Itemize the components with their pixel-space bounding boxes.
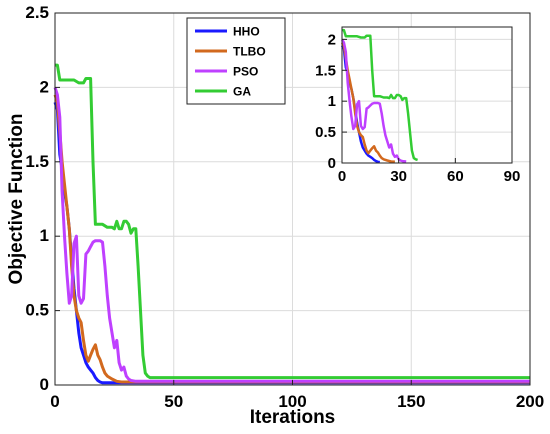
main-line-pso [53,86,530,383]
main-ytick-label-4: 2 [40,77,49,96]
inset-line-ga [342,28,418,162]
legend-label-pso: PSO [233,65,258,79]
inset-ytick-label-0: 0 [328,155,336,172]
inset-plot: 0 30 60 90 0 0.5 1 1.5 2 [315,26,521,185]
main-ytick-label-3: 1.5 [25,152,49,171]
inset-xtick-label-0: 0 [338,168,346,185]
inset-ytick-label-3: 1.5 [315,62,336,79]
inset-axes-frame [341,26,513,164]
main-xtick-label-1: 50 [164,392,183,411]
inset-xtick-label-1: 30 [390,168,407,185]
inset-ytick-label-2: 1 [328,93,336,110]
legend-label-ga: GA [233,85,251,99]
main-line-tlbo [53,94,530,384]
main-line-ga [55,63,530,380]
inset-xtick-label-3: 90 [504,168,521,185]
main-xtick-label-4: 200 [516,392,544,411]
main-xtick-label-0: 0 [50,392,59,411]
inset-line-pso [340,38,407,163]
inset-plot-area [342,27,512,163]
legend: HHO TLBO PSO GA [186,17,286,105]
main-xtick-label-2: 100 [278,392,306,411]
main-xtick-label-3: 150 [397,392,425,411]
main-ytick-label-1: 0.5 [25,301,49,320]
y-axis-label: Objective Function [6,113,27,284]
x-axis-label: Iterations [250,407,336,428]
main-ytick-label-0: 0 [40,375,49,394]
main-ytick-label-2: 1 [40,226,49,245]
inset-line-tlbo [340,41,395,164]
inset-xtick-label-2: 60 [447,168,464,185]
legend-label-tlbo: TLBO [233,45,266,59]
inset-ytick-label-4: 2 [328,31,336,48]
inset-ytick-label-1: 0.5 [315,124,336,141]
legend-label-hho: HHO [233,25,260,39]
main-ytick-label-5: 2.5 [25,3,49,22]
